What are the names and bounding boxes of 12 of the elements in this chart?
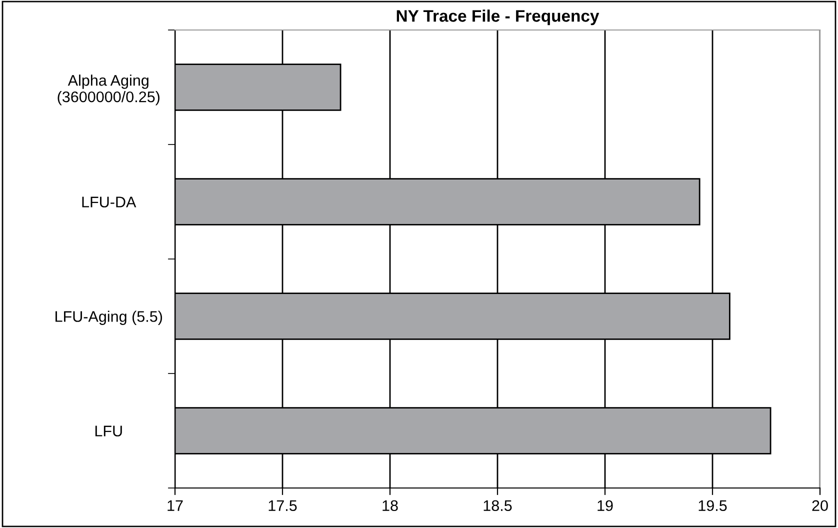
x-tick-label: 18 — [382, 500, 398, 512]
chart-title: NY Trace File - Frequency — [396, 10, 600, 26]
x-tick-label: 20 — [812, 500, 828, 512]
x-tick-label: 17 — [168, 500, 183, 511]
y-tick-label: LFU-DA — [82, 196, 136, 208]
y-tick-label: Alpha Aging (3600000/0.25) — [58, 74, 160, 106]
x-tick-label: 18.5 — [484, 500, 512, 512]
y-tick-label: LFU-Aging (5.5) — [56, 310, 162, 325]
x-tick-label: 19 — [598, 500, 613, 512]
y-tick-label: LFU — [95, 426, 122, 436]
x-tick-label: 17.5 — [268, 500, 297, 512]
x-tick-label: 19.5 — [698, 500, 727, 512]
